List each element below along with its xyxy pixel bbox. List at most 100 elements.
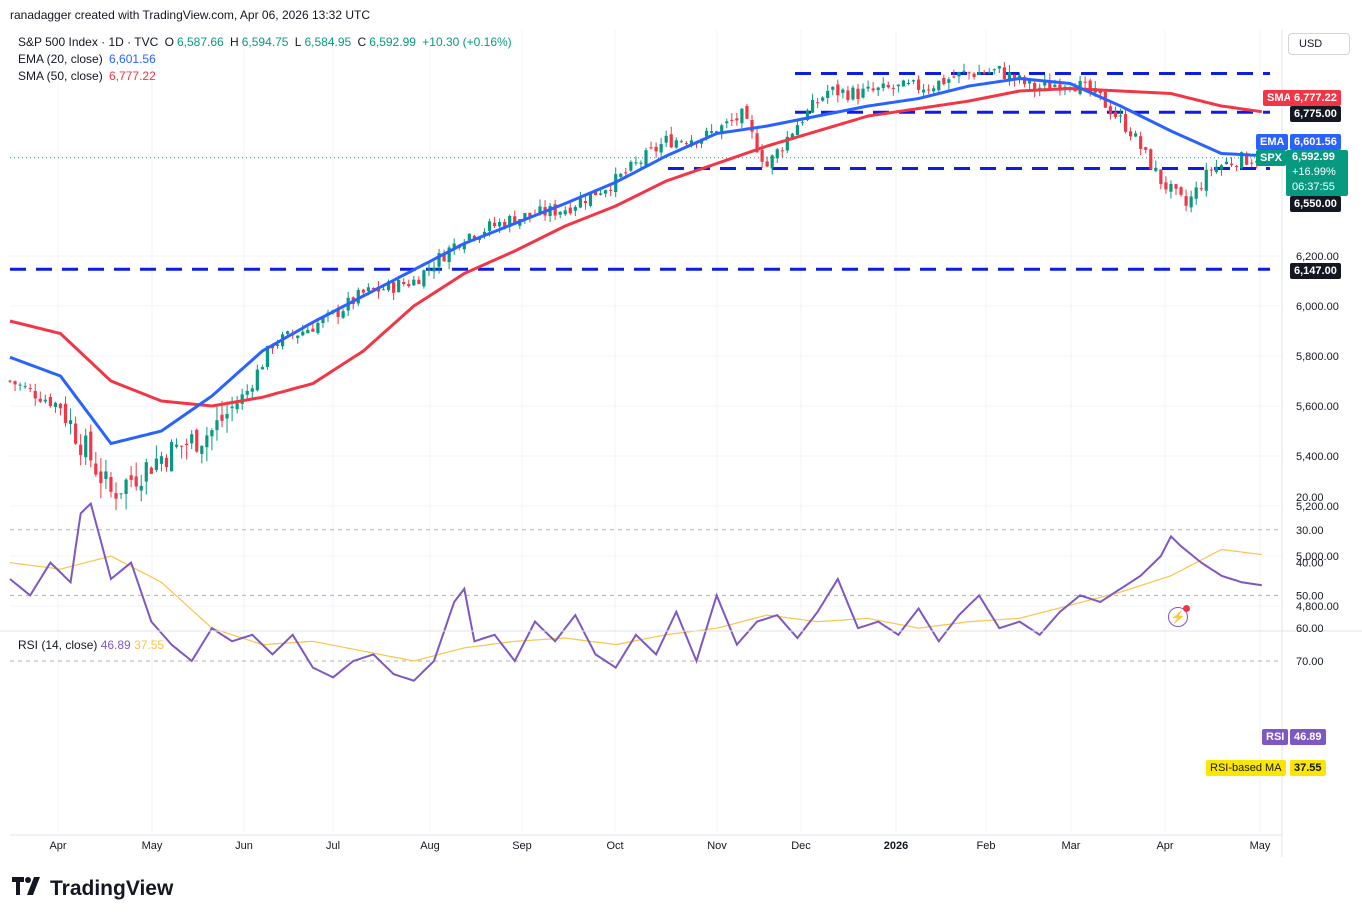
candle-body	[871, 88, 875, 91]
candle-body	[1123, 114, 1128, 132]
candle-body	[937, 80, 941, 91]
price-tick-label: 5,600.00	[1296, 401, 1339, 413]
candle-body	[1154, 167, 1158, 172]
candle-body	[816, 102, 820, 104]
candle-body	[553, 204, 557, 216]
month-tick-label: Nov	[707, 840, 727, 852]
candle-body	[1189, 196, 1193, 208]
candle-body	[336, 309, 340, 317]
lightning-icon[interactable]: ⚡	[1168, 605, 1190, 627]
rsi-tick-label: 30.00	[1296, 525, 1324, 537]
spx-countdown: 06:37:55	[1292, 181, 1335, 193]
candle-body	[205, 435, 209, 448]
footer-brand: TradingView	[50, 877, 174, 900]
change-value: +10.30 (+0.16%)	[422, 35, 512, 49]
candle-body	[644, 150, 648, 166]
candle-body	[104, 471, 108, 479]
candle-body	[977, 72, 981, 75]
candle-body	[1118, 115, 1123, 117]
candle-body	[846, 90, 850, 100]
rsi-legend[interactable]: RSI (14, close) 46.89 37.55	[18, 638, 164, 652]
candle-body	[462, 242, 466, 250]
candle-body	[43, 399, 47, 402]
candles[interactable]	[8, 62, 1264, 511]
indicator-lines	[9, 76, 1263, 682]
candle-body	[831, 86, 835, 90]
candle-body	[1139, 136, 1143, 149]
rsi-value-tag: 46.89	[1290, 729, 1326, 745]
candle-body	[927, 89, 931, 91]
candle-body	[1108, 106, 1112, 115]
candle-body	[200, 445, 204, 454]
tradingview-footer[interactable]: TradingView	[12, 877, 173, 901]
candle-body	[1012, 74, 1017, 80]
candle-body	[684, 143, 688, 145]
high-label: H	[230, 35, 239, 49]
candle-body	[265, 346, 270, 367]
candle-body	[730, 119, 734, 121]
level-top-tag: 6,775.00	[1290, 106, 1341, 122]
candle-body	[119, 493, 123, 495]
candle-body	[604, 190, 608, 194]
spx-price-box: 6,592.99 +16.99% 06:37:55	[1286, 150, 1348, 196]
candle-body	[659, 144, 663, 153]
candle-body	[558, 211, 562, 215]
spx-name-tag: SPX	[1256, 150, 1287, 166]
candle-body	[664, 135, 668, 143]
candle-body	[250, 388, 254, 392]
symbol-name[interactable]: S&P 500 Index · 1D · TVC	[18, 35, 159, 49]
candle-body	[1149, 149, 1153, 170]
candle-body	[94, 463, 98, 475]
candle-body	[639, 162, 643, 164]
candle-body	[1007, 72, 1012, 80]
candle-body	[33, 390, 37, 399]
candle-body	[1144, 147, 1148, 150]
candle-body	[1240, 152, 1244, 169]
candle-body	[1053, 84, 1057, 87]
candle-body	[311, 328, 315, 332]
candle-body	[472, 235, 476, 239]
month-tick-label: Feb	[977, 840, 996, 852]
sma-legend[interactable]: SMA (50, close) 6,777.22	[18, 69, 159, 83]
support-resistance-levels[interactable]	[10, 72, 1282, 271]
candle-body	[1199, 188, 1203, 190]
candle-body	[371, 287, 376, 290]
candle-body	[856, 88, 860, 99]
candle-body	[180, 445, 184, 447]
month-tick-label: Oct	[606, 840, 623, 852]
candle-body	[760, 150, 764, 162]
candle-body	[74, 423, 78, 444]
candle-body	[58, 403, 63, 409]
candle-body	[896, 84, 900, 87]
candle-body	[275, 344, 280, 346]
candle-body	[386, 281, 391, 291]
candle-body	[144, 462, 148, 482]
ema-legend[interactable]: EMA (20, close) 6,601.56	[18, 52, 159, 66]
ohlc-legend: S&P 500 Index · 1D · TVC O 6,587.66 H 6,59…	[18, 35, 515, 49]
month-tick-label: Apr	[1156, 840, 1173, 852]
candle-body	[1224, 161, 1229, 165]
candle-body	[770, 155, 774, 169]
candle-body	[99, 471, 103, 484]
rsi-tick-label: 40.00	[1296, 558, 1324, 570]
candle-body	[891, 87, 895, 89]
open-label: O	[164, 35, 174, 49]
currency-button[interactable]: USD	[1288, 33, 1350, 55]
month-tick-label: Sep	[512, 840, 532, 852]
candle-body	[790, 133, 794, 139]
candle-body	[523, 213, 527, 221]
candle-body	[1214, 166, 1218, 173]
candle-body	[997, 65, 1001, 69]
candle-body	[952, 76, 956, 78]
candle-body	[1098, 90, 1102, 94]
close-value: 6,592.99	[369, 35, 416, 49]
candle-body	[487, 221, 492, 231]
candle-body	[957, 72, 961, 77]
candle-body	[821, 97, 825, 101]
spx-price-value: 6,592.99	[1292, 151, 1335, 163]
candle-body	[1128, 131, 1133, 137]
candle-body	[563, 210, 567, 215]
candle-body	[190, 434, 194, 444]
candle-body	[987, 72, 991, 74]
